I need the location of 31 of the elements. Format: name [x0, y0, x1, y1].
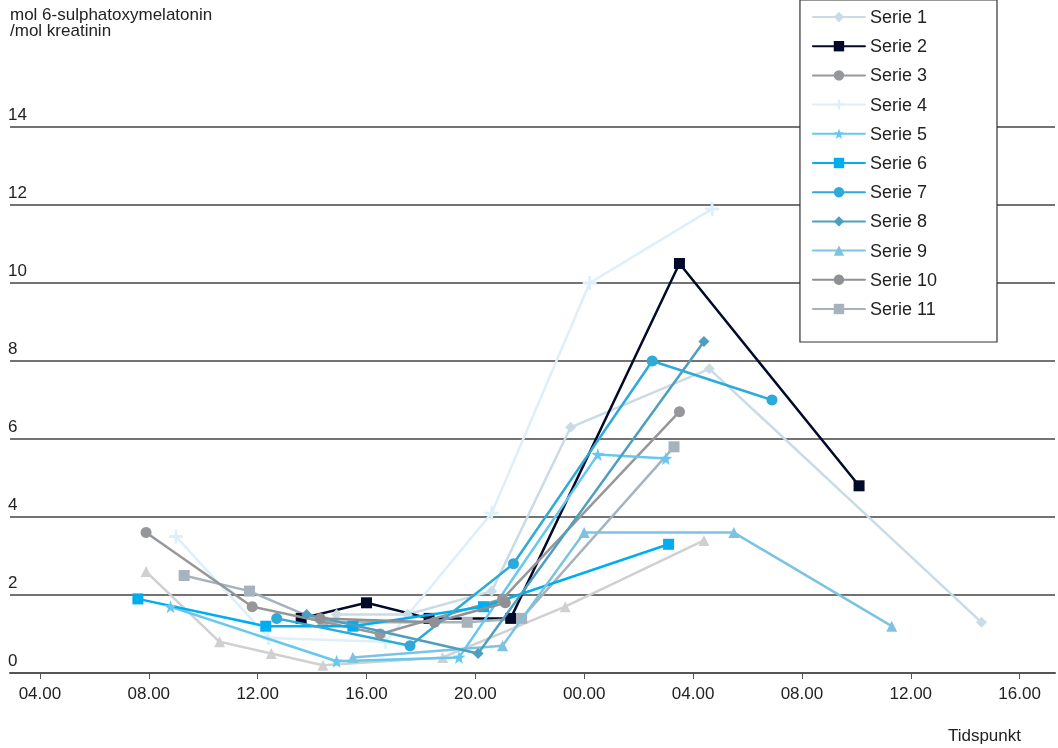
legend-label: Serie 3 — [869, 65, 927, 86]
y-tick-label: 0 — [8, 651, 18, 670]
y-tick-label: 12 — [8, 183, 27, 202]
x-tick-label: 04.00 — [18, 684, 62, 703]
legend-label: Serie 8 — [869, 211, 927, 232]
x-tick-label: 12.00 — [889, 684, 933, 703]
y-tick-label: 8 — [8, 339, 18, 358]
y-tick-label: 6 — [8, 417, 18, 436]
legend-label: Serie 10 — [869, 269, 937, 290]
x-tick-label: 08.00 — [780, 684, 824, 703]
legend-label: Serie 5 — [869, 123, 927, 144]
y-tick-label: 14 — [8, 105, 27, 124]
x-axis-title: Tidspunkt — [947, 726, 1022, 745]
legend-label: Serie 6 — [869, 153, 927, 173]
x-tick-label: 08.00 — [127, 684, 171, 703]
legend-label: Serie 9 — [869, 240, 927, 261]
legend-label: Serie 4 — [869, 94, 927, 115]
legend-label: Serie 7 — [869, 182, 927, 203]
y-tick-label: 10 — [8, 261, 27, 280]
x-tick-label: 20.00 — [454, 684, 497, 703]
x-tick-label: 16.00 — [998, 684, 1041, 703]
x-tick-label: 12.00 — [236, 684, 279, 703]
legend-label: Serie 2 — [869, 36, 927, 57]
x-tick-label: 04.00 — [671, 684, 715, 703]
legend-label: Serie 11 — [869, 299, 936, 319]
y-axis-title: mol 6-sulphatoxymelatonin /mol kreatinin — [10, 5, 213, 40]
legend-label: Serie 1 — [869, 7, 927, 27]
y-tick-label: 4 — [8, 495, 18, 514]
x-tick-label: 16.00 — [345, 684, 388, 703]
y-tick-label: 2 — [8, 573, 18, 592]
x-tick-label: 00.00 — [562, 684, 606, 703]
